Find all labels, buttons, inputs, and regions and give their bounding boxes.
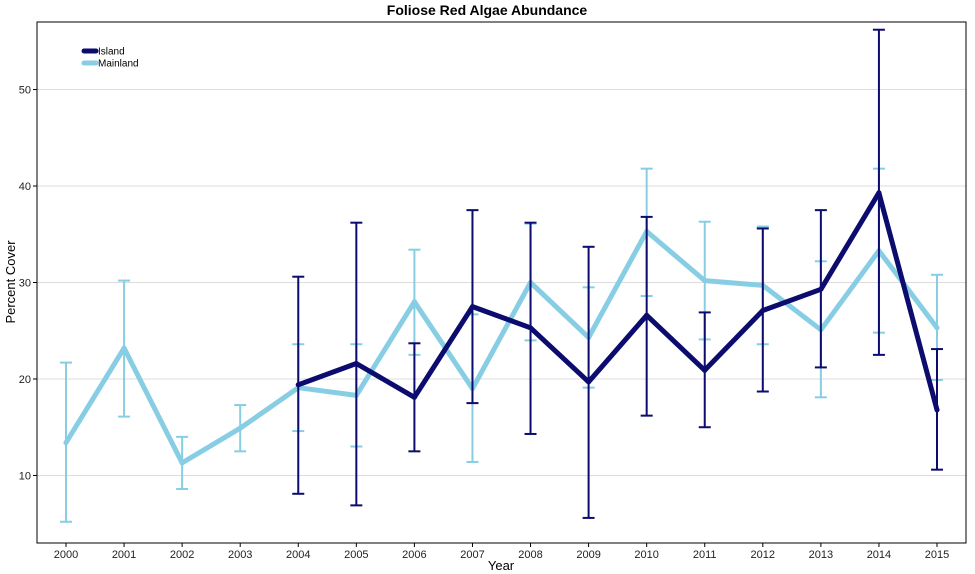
x-tick-label: 2012 — [751, 549, 775, 561]
y-axis-label: Percent Cover — [3, 240, 18, 324]
x-tick-label: 2009 — [576, 549, 600, 561]
data-point — [644, 312, 650, 318]
data-point — [528, 325, 534, 331]
data-point — [876, 190, 882, 196]
data-point — [179, 460, 185, 466]
x-tick-label: 2013 — [809, 549, 833, 561]
y-tick-label: 20 — [19, 374, 31, 386]
y-tick-label: 50 — [19, 85, 31, 97]
legend-item-mainland: Mainland — [81, 59, 139, 70]
series-layer — [60, 28, 943, 523]
data-point — [586, 379, 592, 385]
x-tick-label: 2014 — [867, 549, 891, 561]
y-axis: 10 20 30 40 50 — [19, 85, 37, 482]
data-point — [934, 325, 940, 331]
x-tick-label: 2006 — [402, 549, 426, 561]
y-tick-label: 10 — [19, 470, 31, 482]
data-point — [760, 307, 766, 313]
gridlines — [37, 89, 966, 476]
data-point — [411, 299, 417, 305]
y-tick-label: 40 — [19, 181, 31, 193]
data-point — [295, 382, 301, 388]
legend-label: Mainland — [98, 59, 139, 70]
data-point — [63, 440, 69, 446]
legend-item-island: Island — [81, 47, 125, 58]
series-island — [292, 28, 943, 519]
data-point — [353, 361, 359, 367]
data-point — [469, 304, 475, 310]
data-point — [702, 367, 708, 373]
data-point — [818, 286, 824, 292]
data-point — [702, 278, 708, 284]
series-line — [63, 228, 940, 466]
data-point — [237, 425, 243, 431]
series-line — [295, 190, 940, 413]
x-tick-label: 2010 — [634, 549, 658, 561]
x-tick-label: 2011 — [693, 549, 717, 561]
x-tick-label: 2005 — [344, 549, 368, 561]
data-point — [934, 407, 940, 413]
data-point — [411, 394, 417, 400]
x-tick-label: 2004 — [286, 549, 310, 561]
chart-title: Foliose Red Algae Abundance — [387, 2, 588, 18]
x-axis-label: Year — [488, 558, 515, 573]
legend-label: Island — [98, 47, 125, 58]
x-tick-label: 2003 — [228, 549, 252, 561]
x-tick-label: 2000 — [54, 549, 78, 561]
x-tick-label: 2001 — [112, 549, 136, 561]
x-tick-label: 2002 — [170, 549, 194, 561]
x-axis: 2000 2001 2002 2003 2004 2005 2006 2007 2008 2009… — [54, 543, 949, 561]
x-tick-label: 2008 — [518, 549, 542, 561]
x-tick-label: 2007 — [460, 549, 484, 561]
y-tick-label: 30 — [19, 278, 31, 290]
data-point — [121, 345, 127, 351]
x-tick-label: 2015 — [925, 549, 949, 561]
